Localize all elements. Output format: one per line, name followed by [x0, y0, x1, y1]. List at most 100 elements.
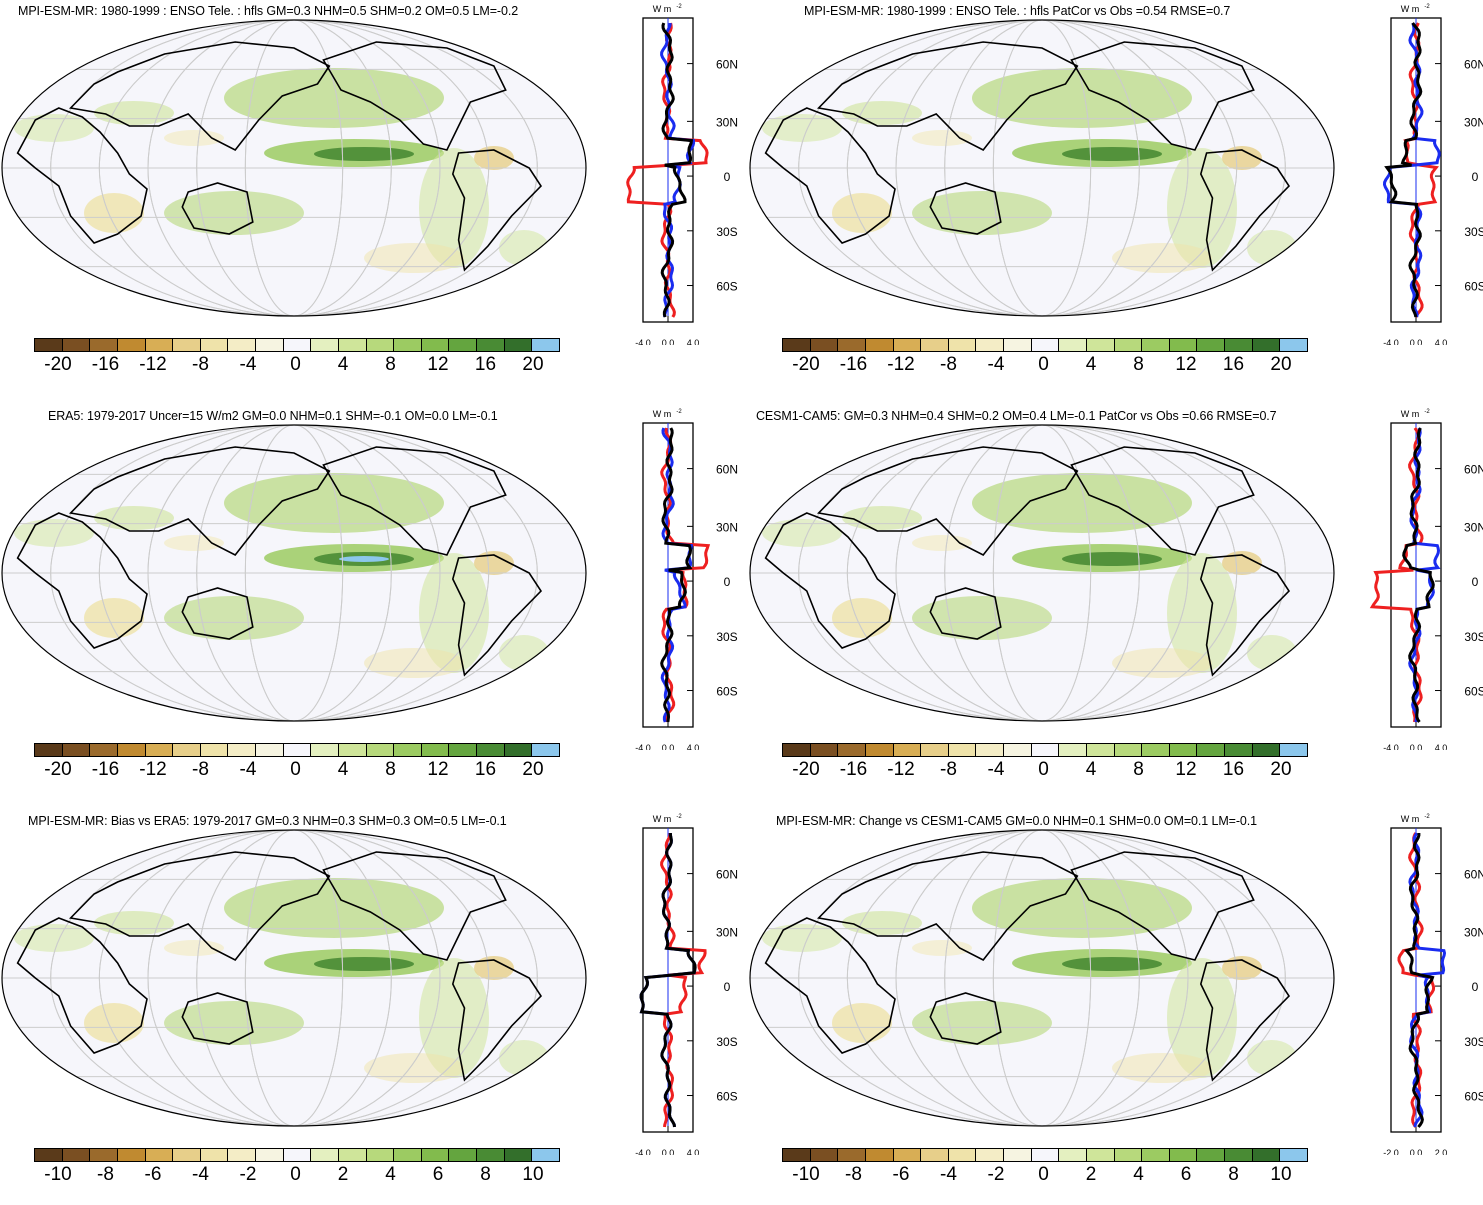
colorbar-label: 0	[1038, 1164, 1049, 1185]
map-field	[2, 20, 586, 316]
colorbar-swatch	[256, 744, 284, 756]
graticule	[750, 20, 1334, 316]
zonal-units: W m	[1401, 814, 1420, 824]
colorbar-label: -4	[987, 354, 1005, 375]
zonal-line-black	[660, 427, 693, 723]
zonal-ytick-label: 0	[724, 980, 731, 994]
colorbar-label: 6	[432, 1164, 444, 1185]
zonal-xtick-label: 2.0	[1435, 1148, 1448, 1155]
zonal-ytick-label: 60N	[1464, 463, 1483, 477]
zonal-line-black	[639, 832, 697, 1128]
zonal-line-blue	[660, 427, 694, 723]
colorbar-swatch	[810, 744, 839, 756]
zonal-xtick-label: 4.0	[1435, 743, 1448, 750]
colorbar-label: -4	[987, 759, 1005, 780]
colorbar-swatch	[173, 1149, 201, 1161]
colorbar-swatch	[200, 1149, 229, 1161]
zonal-ytick-label: 30N	[716, 925, 738, 939]
colorbar-label: -16	[91, 354, 120, 375]
zonal-units: W m	[653, 4, 672, 14]
colorbar	[34, 743, 560, 757]
colorbar-swatch	[1114, 339, 1143, 351]
colorbar-labels: -20 -16 -12 -8 -4 0 4 8 12 16 20	[782, 354, 1306, 376]
map-field	[750, 425, 1334, 721]
colorbar-labels: -20 -16 -12 -8 -4 0 4 8 12 16 20	[34, 354, 558, 376]
panel-title: MPI-ESM-MR: 1980-1999 : ENSO Tele. : hfl…	[804, 4, 1231, 18]
colorbar-swatch	[948, 744, 977, 756]
colorbar-swatch	[421, 339, 450, 351]
coastlines	[764, 851, 1291, 1082]
colorbar-label: -4	[239, 354, 257, 375]
colorbar-label: 0	[1038, 759, 1049, 780]
colorbar-swatch	[90, 744, 118, 756]
zonal-line-red	[660, 832, 707, 1128]
colorbar-swatch	[838, 744, 866, 756]
colorbar-swatch	[145, 339, 174, 351]
colorbar-swatch	[976, 744, 1004, 756]
zonal-mean-profile: W m -2 60N 30N 0 30S 60S -4.0 0.0 4.0	[626, 4, 738, 345]
colorbar-label: 20	[1270, 354, 1292, 375]
colorbar-label: 2	[337, 1164, 349, 1185]
colorbar-swatch	[1252, 1149, 1281, 1161]
colorbar-swatch	[865, 1149, 894, 1161]
panel-title: ERA5: 1979-2017 Uncer=15 W/m2 GM=0.0 NHM…	[48, 409, 498, 423]
panel-5: MPI-ESM-MR: Bias vs ERA5: 1979-2017 GM=0…	[0, 810, 740, 1205]
colorbar-label: -12	[139, 759, 167, 780]
colorbar-swatch	[1169, 1149, 1198, 1161]
zonal-xtick-label: 0.0	[1410, 338, 1423, 345]
zonal-ytick-label: 0	[724, 575, 731, 589]
colorbar-label: -16	[91, 759, 120, 780]
colorbar-swatch	[421, 744, 450, 756]
zonal-ytick-label: 30N	[1464, 115, 1483, 129]
colorbar-swatch	[865, 744, 894, 756]
colorbar-label: 4	[337, 354, 349, 375]
zonal-ytick-label: 60N	[716, 463, 738, 477]
colorbar-swatch	[90, 339, 118, 351]
colorbar-swatch	[1197, 1149, 1225, 1161]
zonal-xtick-label: 4.0	[1435, 338, 1448, 345]
zonal-ytick-label: 60S	[716, 1090, 737, 1104]
zonal-units-sup: -2	[676, 814, 682, 820]
colorbar-label: 4	[337, 759, 349, 780]
panel-title: CESM1-CAM5: GM=0.3 NHM=0.4 SHM=0.2 OM=0.…	[756, 409, 1277, 423]
zonal-units-sup: -2	[1424, 814, 1430, 820]
colorbar-swatch	[173, 744, 201, 756]
zonal-ytick-label: 60S	[1464, 280, 1483, 294]
map-outline	[749, 424, 1335, 722]
colorbar-swatch	[477, 744, 505, 756]
colorbar-label: -2	[987, 1164, 1005, 1185]
colorbar-label: 10	[522, 1164, 544, 1185]
colorbar-label: 4	[1085, 354, 1097, 375]
zonal-mean-profile: W m -2 60N 30N 0 30S 60S -4.0 0.0 4.0	[1382, 4, 1483, 345]
colorbar-label: 12	[1175, 354, 1197, 375]
zonal-ytick-label: 30S	[716, 1035, 737, 1049]
colorbar-swatch	[532, 339, 559, 351]
colorbar-label: -6	[144, 1164, 162, 1185]
colorbar-swatch	[35, 1149, 63, 1161]
colorbar-label: 0	[290, 354, 301, 375]
colorbar-label: 2	[1085, 1164, 1097, 1185]
colorbar-swatch	[477, 1149, 505, 1161]
zonal-xtick-label: -4.0	[635, 338, 651, 345]
colorbar-swatch	[1086, 339, 1115, 351]
zonal-line-red	[1369, 427, 1424, 723]
map-outline	[1, 424, 587, 722]
colorbar-swatch	[865, 339, 894, 351]
panel-6: MPI-ESM-MR: Change vs CESM1-CAM5 GM=0.0 …	[748, 810, 1483, 1205]
zonal-units: W m	[653, 409, 672, 419]
colorbar-swatch	[366, 339, 395, 351]
colorbar-swatch	[117, 339, 146, 351]
map-outline	[749, 829, 1335, 1127]
colorbar-swatch	[283, 339, 312, 351]
colorbar-label: 16	[474, 759, 497, 780]
colorbar-swatch	[338, 744, 367, 756]
colorbar-swatch	[200, 339, 229, 351]
colorbar-swatch	[976, 1149, 1004, 1161]
zonal-line-black	[1402, 427, 1435, 723]
zonal-ytick-label: 0	[1472, 980, 1479, 994]
colorbar-swatch	[421, 1149, 450, 1161]
colorbar-label: -12	[887, 759, 915, 780]
colorbar-swatch	[1004, 1149, 1032, 1161]
colorbar-swatch	[783, 744, 811, 756]
map-outline	[749, 19, 1335, 317]
